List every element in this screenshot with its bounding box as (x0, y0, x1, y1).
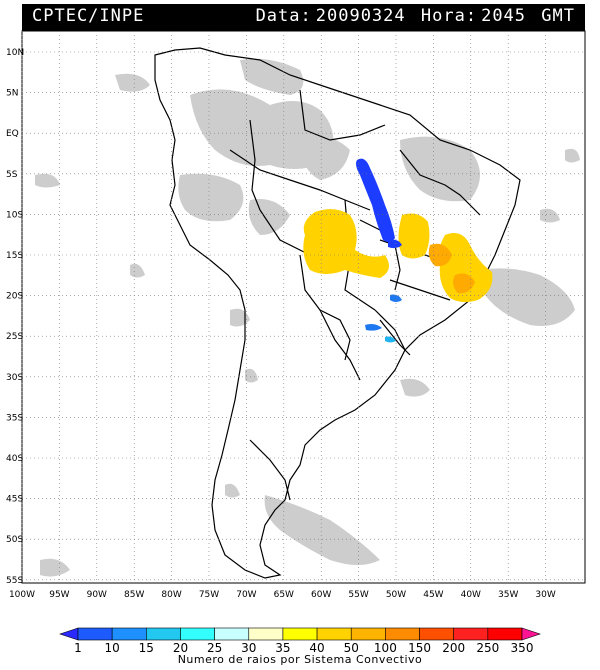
latitude-label: 45S (6, 495, 23, 505)
latitude-label: 10S (6, 210, 23, 220)
colorbar-tick-label: 150 (408, 641, 431, 655)
colorbar-segment (180, 627, 215, 641)
longitude-label: 55W (348, 590, 368, 600)
colorbar-tick-label: 250 (476, 641, 499, 655)
colorbar-segment (111, 627, 147, 641)
storm-cells-yellow (303, 209, 493, 303)
date-value: 20090324 (315, 6, 406, 26)
source-label: CPTEC/INPE (32, 6, 145, 26)
latitude-label: 10N (6, 48, 24, 58)
longitude-label: 65W (274, 590, 294, 600)
latitude-label: 30S (6, 373, 23, 383)
timezone: GMT (541, 6, 575, 26)
latitude-label: 5N (6, 89, 18, 99)
storm-cells-orange (428, 243, 475, 294)
longitude-label: 95W (49, 590, 69, 600)
colorbar-tick-label: 100 (374, 641, 397, 655)
latitude-label: 25S (6, 332, 23, 342)
colorbar-segment (214, 627, 250, 641)
colorbar-tick-label: 350 (511, 641, 534, 655)
colorbar-segment (77, 627, 113, 641)
colorbar-caption: Numero de raios por Sistema Convectivo (177, 653, 423, 666)
latitude-label: EQ (6, 129, 19, 139)
longitude-label: 30W (535, 590, 555, 600)
storm-cells-blue (356, 158, 402, 343)
longitude-label: 45W (423, 590, 443, 600)
longitude-label: 85W (124, 590, 144, 600)
longitude-label: 40W (461, 590, 481, 600)
title-bar: CPTEC/INPE Data: 20090324 Hora: 2045 GMT (22, 4, 585, 31)
colorbar-segment (248, 627, 284, 641)
latitude-label: 50S (6, 535, 23, 545)
colorbar-tick-label: 35 (275, 641, 290, 655)
longitude-labels: 100W 95W 90W 85W 80W 75W 70W 65W 60W 55W 50W 45W 40W… (9, 590, 556, 600)
graticule (21, 31, 585, 583)
date-label: Data: (255, 6, 312, 26)
colorbar-segment (350, 627, 386, 641)
latitude-labels: 10N 5N EQ 5S 10S 15S 20S 25S 30S 35S 40S 45S 50S 55S (6, 48, 24, 586)
colorbar-tick-label: 25 (207, 641, 222, 655)
colorbar-segment (385, 627, 420, 641)
colorbar-segment (419, 627, 454, 641)
colorbar-segment (453, 627, 489, 641)
colorbar-left-arrow (59, 627, 79, 641)
colorbar-tick-label: 50 (344, 641, 359, 655)
time-value: 2045 (481, 6, 527, 26)
colorbar-tick-label: 15 (139, 641, 154, 655)
longitude-label: 60W (311, 590, 331, 600)
latitude-label: 35S (6, 413, 23, 423)
colorbar-tick-label: 1 (74, 641, 82, 655)
colorbar-segment (282, 627, 318, 641)
longitude-label: 100W (9, 590, 35, 600)
colorbar-tick-label: 200 (442, 641, 465, 655)
timestamp: Data: 20090324 Hora: 2045 GMT (252, 6, 575, 26)
longitude-label: 90W (87, 590, 107, 600)
latitude-label: 20S (6, 292, 23, 302)
colorbar-segment (146, 627, 181, 641)
colorbar-tick-label: 20 (173, 641, 188, 655)
colorbar-tick-label: 30 (241, 641, 256, 655)
longitude-label: 50W (386, 590, 406, 600)
colorbar: 1 10 15 20 25 30 35 40 50 100 150 200 250 350 (59, 627, 541, 655)
longitude-label: 35W (498, 590, 518, 600)
latitude-label: 55S (6, 576, 23, 586)
latitude-label: 40S (6, 454, 23, 464)
cloud-cover (35, 58, 580, 577)
longitude-label: 80W (161, 590, 181, 600)
colorbar-tick-label: 10 (105, 641, 120, 655)
colorbar-right-arrow (521, 627, 541, 641)
time-label: Hora: (420, 6, 478, 26)
latitude-label: 15S (6, 251, 23, 261)
colorbar-segment (316, 627, 352, 641)
latitude-label: 5S (6, 170, 18, 180)
colorbar-tick-label: 40 (309, 641, 324, 655)
longitude-label: 75W (199, 590, 219, 600)
longitude-label: 70W (236, 590, 256, 600)
colorbar-segment (487, 627, 523, 641)
